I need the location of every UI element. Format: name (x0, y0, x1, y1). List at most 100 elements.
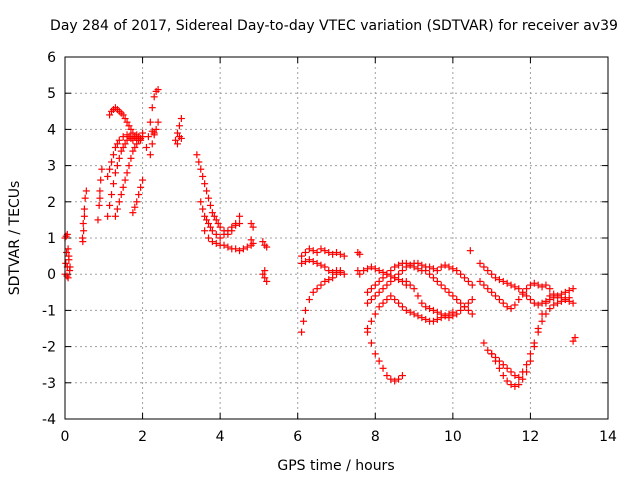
x-tick-label: 8 (371, 429, 380, 445)
data-point (152, 125, 160, 133)
data-point (263, 277, 271, 285)
y-tick-label: 3 (47, 159, 56, 175)
data-point (121, 115, 129, 123)
data-point (131, 203, 139, 211)
data-point (236, 220, 244, 228)
data-point (499, 277, 507, 285)
data-point (554, 292, 562, 300)
data-point (208, 238, 216, 246)
data-point (201, 180, 209, 188)
data-point (127, 125, 135, 133)
data-point (199, 205, 207, 213)
data-point (383, 372, 391, 380)
data-point (488, 350, 496, 358)
data-point (96, 187, 104, 195)
data-point (371, 281, 379, 289)
data-point (546, 292, 554, 300)
data-point (208, 209, 216, 217)
data-point (129, 129, 137, 137)
data-point (364, 299, 372, 307)
data-point (422, 315, 430, 323)
data-point (94, 216, 102, 224)
data-point (177, 134, 185, 142)
data-point (433, 267, 441, 275)
data-point (484, 346, 492, 354)
data-point (449, 265, 457, 273)
data-point (247, 220, 255, 228)
x-axis-tick-labels: 0 2 4 6 8 10 12 14 (61, 429, 617, 445)
data-point (119, 133, 127, 141)
data-point (243, 243, 251, 251)
data-point (228, 223, 236, 231)
data-point (565, 294, 573, 302)
data-point (80, 227, 88, 235)
data-point (414, 312, 422, 320)
data-point (507, 381, 515, 389)
data-point (175, 122, 183, 130)
data-point (321, 263, 329, 271)
data-point (199, 172, 207, 180)
data-point (131, 144, 139, 151)
data-point (121, 140, 129, 148)
data-point (216, 223, 224, 231)
data-point (300, 317, 308, 325)
data-point (123, 118, 131, 126)
data-point (150, 93, 158, 101)
data-point (445, 263, 453, 271)
data-point (395, 299, 403, 307)
data-point (201, 227, 209, 235)
data-point (144, 133, 152, 141)
y-axis-tick-labels: -4 -3 -2 -1 0 1 2 3 4 5 6 (42, 50, 56, 428)
data-point (495, 364, 503, 372)
data-point (364, 288, 372, 296)
data-point (523, 292, 531, 300)
data-point (387, 292, 395, 300)
data-point (429, 265, 437, 273)
data-point (203, 216, 211, 224)
y-tick-label: 2 (47, 195, 56, 211)
data-point (538, 283, 546, 291)
data-point (313, 248, 321, 256)
data-point (464, 306, 472, 314)
data-point (515, 285, 523, 293)
data-point (410, 285, 418, 293)
y-tick-label: 4 (47, 122, 56, 138)
data-point (464, 299, 472, 307)
data-point (391, 377, 399, 385)
data-point (205, 234, 213, 242)
data-point (503, 364, 511, 372)
data-point (526, 296, 534, 304)
data-point (367, 285, 375, 293)
data-point (148, 140, 156, 148)
data-point (139, 176, 147, 184)
data-point (395, 375, 403, 383)
data-point (309, 258, 317, 266)
data-point (232, 245, 240, 253)
data-point (468, 281, 476, 289)
data-point (402, 306, 410, 314)
data-point (453, 267, 461, 275)
data-point (113, 205, 121, 213)
data-point (511, 372, 519, 380)
data-point (441, 261, 449, 269)
data-point (220, 230, 228, 238)
x-axis-label: GPS time / hours (277, 458, 394, 474)
data-point (507, 368, 515, 376)
data-point (305, 245, 313, 253)
data-point (398, 303, 406, 311)
y-tick-label: 0 (47, 267, 56, 283)
data-point (484, 267, 492, 275)
x-tick-label: 4 (216, 429, 225, 445)
data-point (336, 267, 344, 275)
data-point (449, 312, 457, 320)
data-point (148, 127, 156, 135)
data-point (210, 212, 218, 220)
x-tick-label: 6 (293, 429, 302, 445)
data-point (79, 220, 87, 228)
data-point (129, 209, 137, 217)
data-point (511, 301, 519, 309)
data-point (146, 118, 154, 126)
data-point (172, 136, 180, 144)
data-point (137, 183, 145, 191)
data-point (526, 281, 534, 289)
